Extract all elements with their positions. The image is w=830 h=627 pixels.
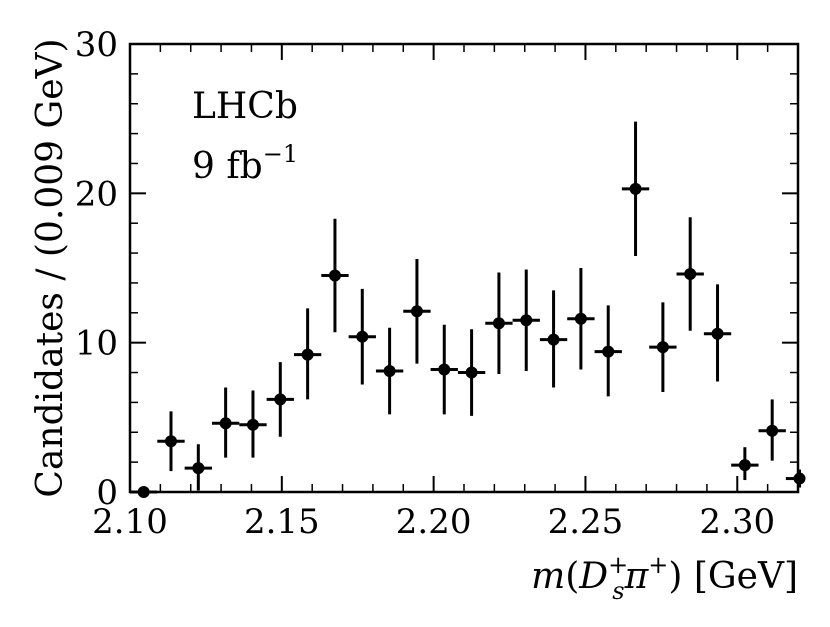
data-marker: [465, 366, 478, 379]
data-marker: [301, 348, 314, 361]
luminosity-label: 9 fb−1: [192, 140, 298, 187]
tick-labels: 2.10 2.15 2.20 2.25 2.30 0 10 20 30: [75, 25, 775, 542]
data-point: [649, 302, 677, 392]
x-tick-label: 2.30: [699, 502, 775, 542]
x-tick-label: 2.25: [548, 502, 624, 542]
data-marker: [629, 182, 642, 195]
x-axis-title: m(D+ sπ+) [GeV]: [531, 551, 798, 605]
data-points: [130, 121, 806, 498]
data-point: [676, 217, 704, 331]
data-marker: [383, 365, 396, 378]
y-tick-label: 30: [75, 25, 118, 65]
y-tick-label: 10: [75, 324, 118, 364]
data-point: [485, 272, 513, 375]
x-tick-label: 2.20: [396, 502, 472, 542]
experiment-label: LHCb: [192, 86, 298, 127]
data-marker: [547, 333, 560, 346]
data-marker: [711, 327, 724, 340]
data-point: [239, 390, 267, 458]
data-marker: [328, 269, 341, 282]
data-point: [157, 411, 185, 472]
data-marker: [164, 435, 177, 448]
data-marker: [410, 305, 423, 318]
data-marker: [684, 267, 697, 280]
data-marker: [602, 345, 615, 358]
data-point: [375, 327, 404, 415]
data-marker: [574, 312, 587, 325]
data-point: [758, 399, 786, 461]
data-point: [321, 218, 349, 333]
y-axis-title: Candidates / (0.009 GeV): [30, 38, 71, 497]
data-marker: [438, 363, 451, 376]
data-point: [266, 362, 294, 437]
data-marker: [137, 486, 150, 498]
y-tick-label: 20: [75, 174, 118, 214]
data-point: [539, 290, 568, 388]
data-point: [785, 469, 806, 488]
data-marker: [656, 341, 669, 354]
data-point: [512, 269, 540, 372]
data-marker: [738, 459, 751, 472]
data-point: [703, 284, 732, 382]
x-tick-label: 2.15: [244, 502, 320, 542]
data-marker: [192, 462, 205, 475]
axis-ticks: [129, 43, 799, 493]
data-point: [130, 486, 158, 498]
data-point: [403, 259, 431, 364]
data-marker: [766, 424, 779, 437]
data-point: [731, 447, 759, 481]
data-marker: [793, 472, 806, 485]
data-point: [621, 121, 650, 257]
data-point: [211, 387, 240, 458]
data-point: [567, 268, 595, 370]
x-tick-label: 2.10: [92, 502, 168, 542]
data-point: [348, 288, 376, 385]
data-marker: [520, 314, 533, 327]
data-point: [457, 329, 486, 416]
data-marker: [274, 393, 287, 406]
y-tick-label: 0: [96, 473, 118, 513]
data-marker: [356, 330, 369, 343]
data-point: [594, 305, 622, 397]
data-marker: [492, 317, 505, 330]
data-marker: [219, 417, 232, 430]
data-point: [184, 444, 212, 491]
data-marker: [246, 418, 259, 431]
data-point: [293, 308, 322, 400]
data-point: [430, 324, 458, 415]
